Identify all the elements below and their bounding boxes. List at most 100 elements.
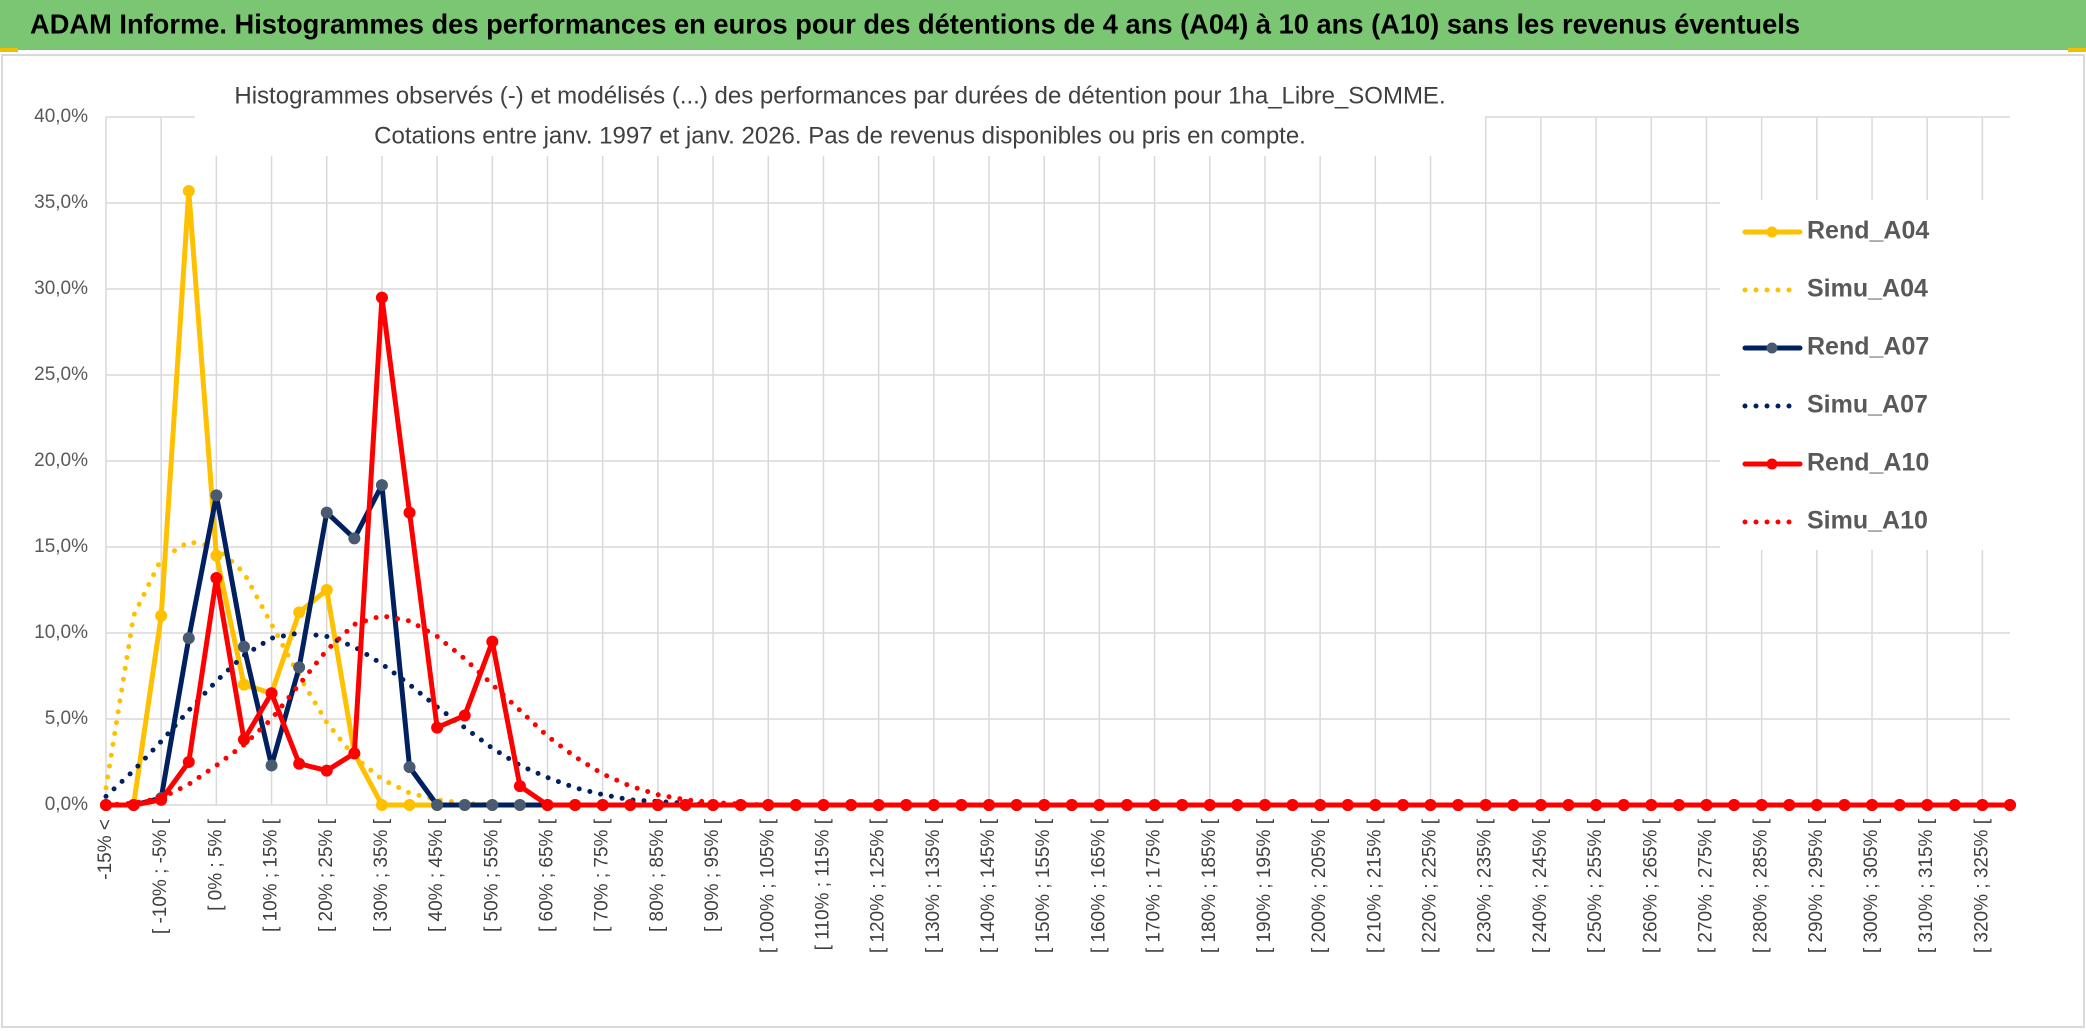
dotted-line [103, 613, 2013, 808]
y-tick-label: 40,0% [34, 106, 88, 127]
marker [403, 506, 416, 519]
x-tick-label: [ 30% ; 35% [ [371, 818, 392, 932]
marker [320, 584, 333, 596]
marker [237, 640, 250, 653]
marker [182, 632, 195, 645]
y-tick-label: 25,0% [34, 364, 88, 385]
x-tick-label: [ 140% ; 145% [ [978, 818, 999, 953]
marker [541, 799, 554, 811]
marker [679, 799, 692, 811]
marker [1314, 799, 1327, 811]
marker [237, 678, 250, 691]
marker [293, 757, 306, 770]
x-tick-label: [ 20% ; 25% [ [316, 818, 337, 932]
marker [375, 479, 388, 492]
marker [624, 799, 637, 811]
x-tick-label: [ 200% ; 205% [ [1309, 818, 1330, 953]
marker [1396, 799, 1409, 811]
marker [569, 799, 582, 811]
x-tick-label: [ 290% ; 295% [ [1806, 818, 1827, 953]
marker [403, 761, 416, 774]
legend-label: Simu_A07 [1807, 391, 1928, 419]
x-tick-label: [ 110% ; 115% [ [812, 818, 833, 950]
x-tick-label: [ 50% ; 55% [ [481, 818, 502, 932]
marker [348, 532, 361, 545]
marker [265, 759, 278, 772]
x-tick-label: [ 70% ; 75% [ [592, 818, 613, 932]
marker [210, 571, 223, 584]
x-tick-label: [ 190% ; 195% [ [1254, 818, 1275, 953]
legend-marker [1766, 226, 1778, 238]
marker [1286, 799, 1299, 811]
x-tick-label: [ 320% ; 325% [ [1971, 818, 1992, 953]
x-tick-label: [ 220% ; 225% [ [1420, 818, 1441, 953]
marker [293, 606, 306, 619]
x-tick-label: [ 150% ; 155% [ [1033, 818, 1054, 953]
marker [182, 184, 195, 197]
x-tick-label: [ 0% ; 5% [ [205, 818, 226, 911]
y-tick-label: 10,0% [34, 622, 88, 643]
x-tick-label: [ 90% ; 95% [ [702, 818, 723, 932]
legend-label: Rend_A04 [1807, 217, 1929, 245]
marker [403, 799, 416, 811]
marker [431, 799, 444, 811]
marker [458, 799, 471, 811]
marker [458, 709, 471, 722]
marker [265, 687, 278, 700]
x-tick-label: [ 80% ; 85% [ [647, 818, 668, 932]
x-tick-label: [ 300% ; 305% [ [1861, 818, 1882, 953]
marker [1369, 799, 1382, 811]
marker [293, 661, 306, 674]
corner [0, 48, 18, 52]
x-tick-label: [ 100% ; 105% [ [757, 818, 778, 953]
marker [375, 291, 388, 304]
marker [513, 799, 526, 811]
marker [320, 764, 333, 777]
chart-frame [1, 54, 2085, 1028]
marker [513, 780, 526, 793]
marker [182, 756, 195, 768]
legend-label: Simu_A04 [1807, 275, 1928, 303]
x-tick-label: [ 230% ; 235% [ [1475, 818, 1496, 953]
x-tick-label: [ 240% ; 245% [ [1530, 818, 1551, 953]
y-tick-label: 35,0% [34, 192, 88, 213]
chart-title: Histogrammes observés (-) et modélisés (… [234, 82, 1445, 109]
x-tick-label: -15% < [95, 819, 116, 880]
marker [2004, 799, 2016, 811]
y-tick-label: 15,0% [34, 536, 88, 557]
y-tick-label: 20,0% [34, 450, 88, 471]
plot [100, 184, 2016, 811]
x-tick-label: [ 280% ; 285% [ [1751, 818, 1772, 953]
x-tick-label: [ 130% ; 135% [ [923, 818, 944, 953]
marker [486, 799, 499, 811]
legend: Rend_A04 Simu_A04 Rend_A07 Simu_A07 Rend_A10… [1742, 217, 1929, 535]
legend-label: Rend_A07 [1807, 333, 1929, 361]
marker [155, 609, 168, 622]
x-tick-label: [ 310% ; 315% [ [1916, 818, 1937, 953]
title-background [195, 78, 1485, 156]
x-tick-label: [ 120% ; 125% [ [868, 818, 889, 953]
header-title: ADAM Informe. Histogrammes des performan… [30, 8, 1800, 39]
y-tick-label: 0,0% [45, 794, 88, 815]
x-tick-label: [ 180% ; 185% [ [1199, 818, 1220, 953]
marker [348, 747, 361, 760]
x-tick-label: [ 10% ; 15% [ [261, 818, 282, 932]
marker [431, 721, 444, 734]
legend-background [1720, 200, 2020, 550]
legend-label: Rend_A10 [1807, 449, 1929, 477]
y-tick-label: 5,0% [45, 708, 88, 729]
x-tick-label: [ 160% ; 165% [ [1088, 818, 1109, 953]
marker [210, 489, 223, 502]
x-tick-label: [ 210% ; 215% [ [1364, 818, 1385, 953]
marker [486, 635, 499, 648]
x-tick-label: [ 260% ; 265% [ [1640, 818, 1661, 953]
legend-marker [1766, 342, 1778, 354]
chart-subtitle: Cotations entre janv. 1997 et janv. 2026… [374, 122, 1306, 149]
corner [2068, 48, 2086, 52]
y-tick-label: 30,0% [34, 278, 88, 299]
marker [651, 799, 664, 811]
marker [375, 799, 388, 811]
x-tick-label: [ 40% ; 45% [ [426, 818, 447, 932]
marker [320, 506, 333, 519]
